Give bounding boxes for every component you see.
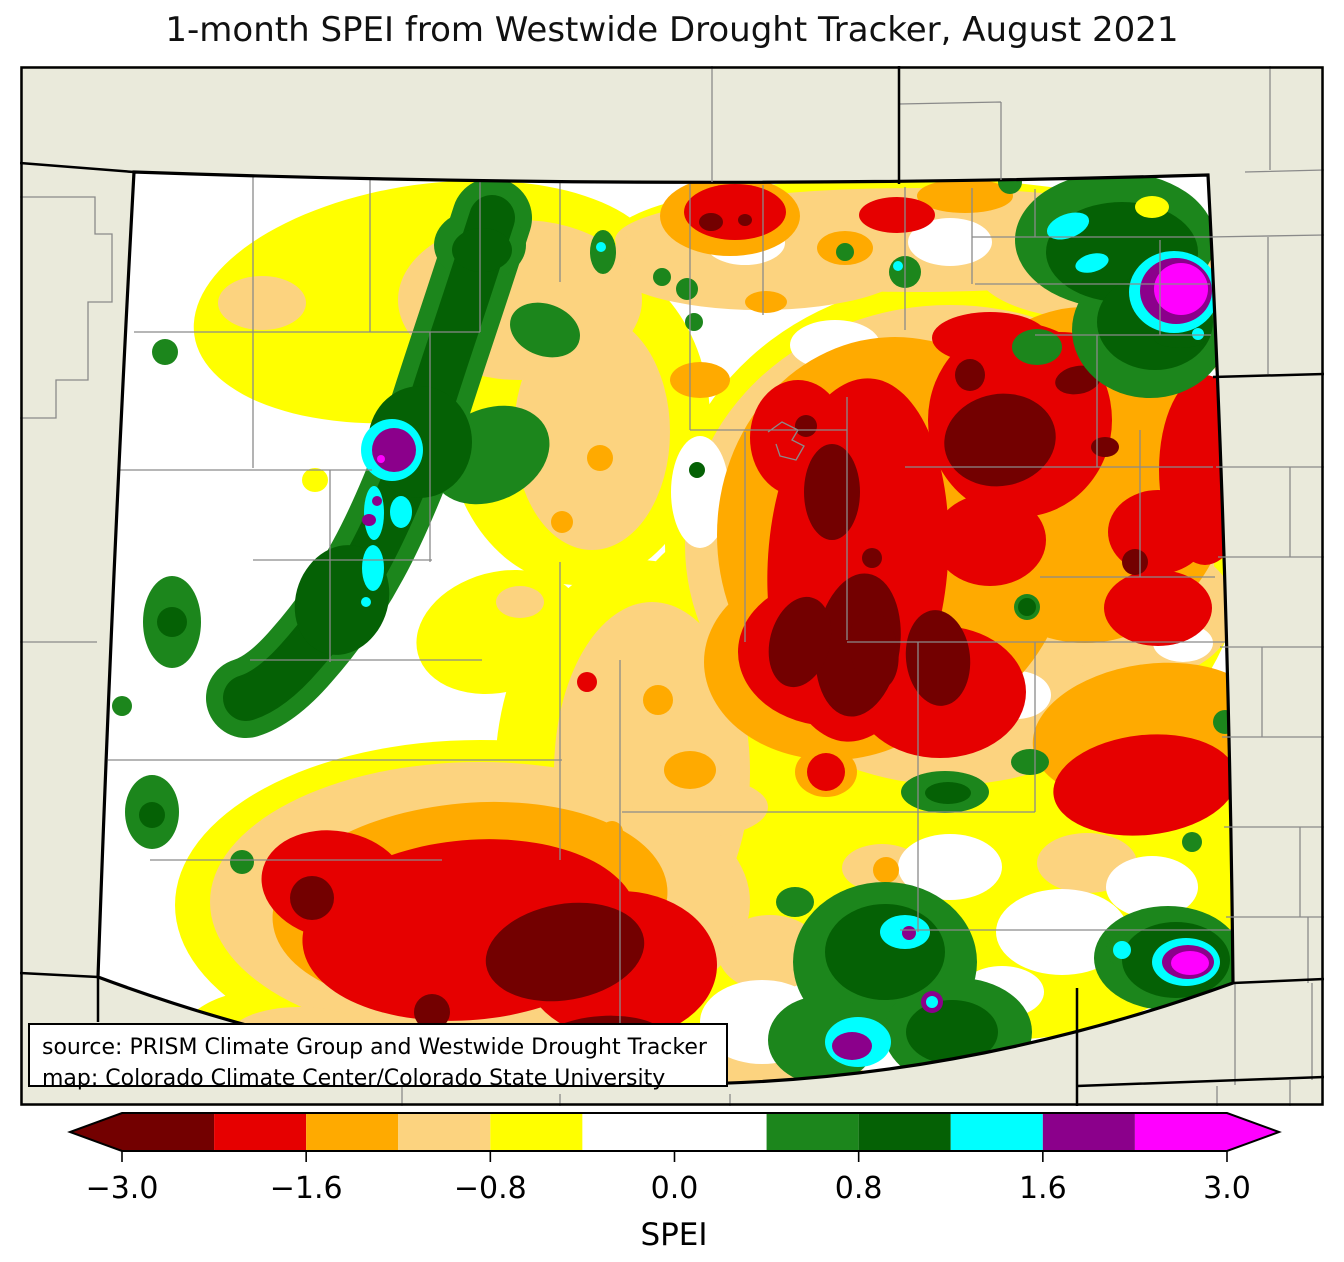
spei-contour-layer [98,172,1233,1085]
colorbar-segment [306,1113,399,1151]
exterior-state-borders [20,66,1324,1106]
colorbar-segment [582,1113,767,1151]
colorbar-segment [1042,1113,1135,1151]
colorbar-segment [398,1113,491,1151]
colorbar-segment [766,1113,859,1151]
colorbar-arrow-high [1226,1113,1279,1151]
colorbar-tick-label: 0.8 [835,1171,883,1206]
colorado-state-border [96,170,1235,1086]
colorbar-tick-label: −0.8 [454,1171,527,1206]
map-credit-line: map: Colorado Climate Center/Colorado St… [42,1066,666,1091]
figure-title: 1-month SPEI from Westwide Drought Track… [165,10,1179,50]
colorbar-ticks: −3.0 −1.6 −0.8 0.0 0.8 1.6 3.0 [86,1151,1251,1206]
colorbar-axis-label: SPEI [640,1217,707,1253]
colorbar-segment [490,1113,583,1151]
colorbar-segment [1134,1113,1227,1151]
source-attribution-box: source: PRISM Climate Group and Westwide… [28,1023,728,1091]
colorbar-segment [122,1113,215,1151]
colorbar-segment [950,1113,1043,1151]
colorado-spei-map [20,66,1324,1106]
colorbar-tick-label: 1.6 [1019,1171,1067,1206]
colorbar-segment [214,1113,307,1151]
colorbar-tick-label: −3.0 [86,1171,159,1206]
exterior-county-lines [20,66,1324,1106]
source-line: source: PRISM Climate Group and Westwide… [42,1035,707,1060]
colorbar-segments [67,1112,1282,1152]
colorbar-arrow-low [70,1113,122,1151]
colorbar-segment [858,1113,951,1151]
colorbar-tick-label: 0.0 [651,1171,699,1206]
colorado-county-lines [98,176,1233,1062]
colorbar-tick-label: 3.0 [1203,1171,1251,1206]
axes-frame [20,66,1324,1106]
spei-colorbar: −3.0 −1.6 −0.8 0.0 0.8 1.6 3.0 SPEI [67,1112,1282,1253]
colorbar-tick-label: −1.6 [270,1171,343,1206]
